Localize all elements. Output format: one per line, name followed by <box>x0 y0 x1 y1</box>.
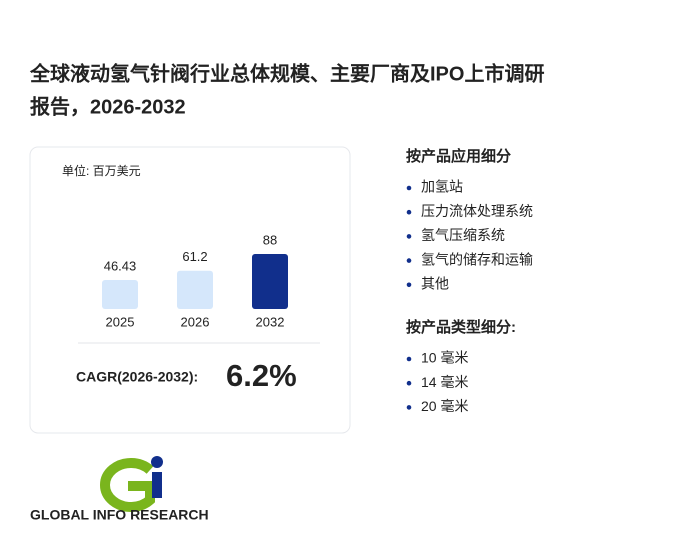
segment-item: 压力流体处理系统 <box>421 203 533 219</box>
bullet <box>406 258 412 263</box>
segment-item: 氢气的储存和运输 <box>421 251 533 267</box>
logo-g <box>100 458 155 512</box>
title-line-1: 全球液动氢气针阀行业总体规模、主要厂商及IPO上市调研 <box>29 61 544 85</box>
category-label: 2032 <box>256 314 285 329</box>
logo: GLOBAL INFO RESEARCH <box>30 456 209 523</box>
logo-i <box>152 472 162 498</box>
bar <box>102 279 138 309</box>
unit-label: 单位: 百万美元 <box>62 163 141 178</box>
segment-item: 20 毫米 <box>421 398 468 414</box>
value-label: 61.2 <box>182 249 207 264</box>
logo-text: GLOBAL INFO RESEARCH <box>30 507 209 523</box>
segment-item: 其他 <box>421 276 449 292</box>
cagr-value: 6.2% <box>226 358 297 393</box>
bullet <box>406 380 412 386</box>
bullet <box>406 356 412 362</box>
logo-dot <box>151 456 163 468</box>
segment-item: 10 毫米 <box>421 350 468 366</box>
title-line-2: 报告，2026-2032 <box>30 94 186 118</box>
segment-heading: 按产品应用细分 <box>406 147 511 165</box>
segment-item: 氢气压缩系统 <box>421 227 505 243</box>
bar <box>177 270 213 309</box>
bullet <box>406 234 412 239</box>
bullet <box>406 185 412 191</box>
cagr-label: CAGR(2026-2032): <box>76 369 198 385</box>
segment-item: 加氢站 <box>421 179 463 195</box>
bullet <box>406 282 412 288</box>
bar <box>252 254 288 309</box>
value-label: 88 <box>263 232 277 247</box>
value-label: 46.43 <box>104 258 137 273</box>
bullet <box>406 405 412 410</box>
segment-heading: 按产品类型细分: <box>406 318 516 336</box>
segment-item: 14 毫米 <box>421 374 468 390</box>
category-label: 2025 <box>106 314 135 329</box>
category-label: 2026 <box>181 314 210 329</box>
bullet <box>406 209 412 215</box>
